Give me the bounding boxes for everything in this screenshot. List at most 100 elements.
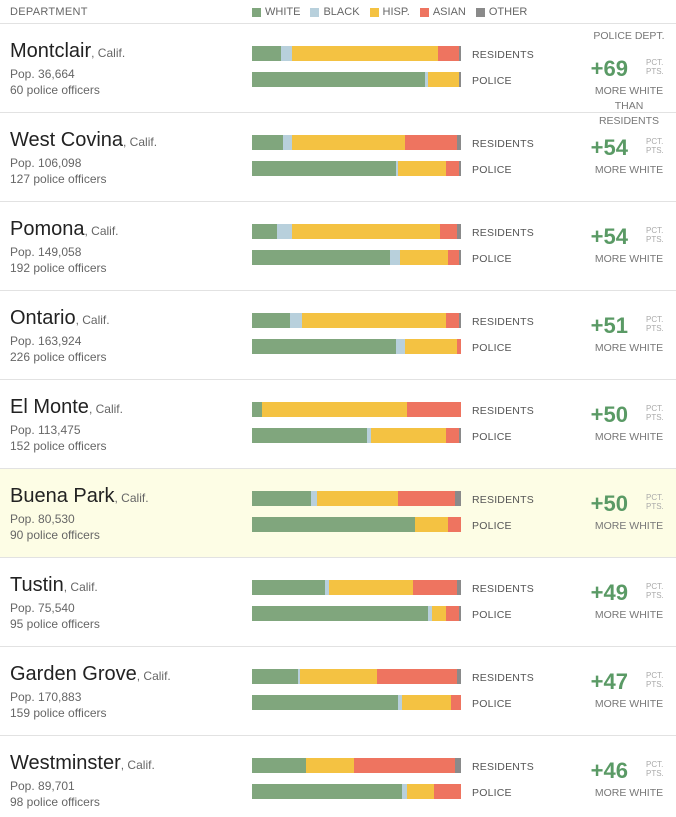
bar-segment-white [252,758,307,773]
header: DEPARTMENT WHITE BLACK HISP. ASIAN OTHER [0,0,676,24]
difference-block: +54 PCT. PTS. MORE WHITE [584,202,676,291]
more-white-label: MORE WHITE [594,609,664,621]
difference-value: +50 [590,491,628,516]
pct-pts-label: PCT. PTS. [646,493,664,511]
legend-item-black: BLACK [310,6,360,18]
residents-bar [252,135,461,150]
city-state: , Calif. [123,135,158,149]
residents-label: RESIDENTS [472,227,534,239]
more-white-label: MORE WHITE [594,698,664,710]
officer-count: 127 police officers [10,172,107,186]
legend-item-hispanic: HISP. [369,6,410,18]
city-name: Garden Grove [10,663,137,685]
bar-segment-white [252,491,311,506]
difference-value: +47 [590,669,628,694]
legend-label-asian: ASIAN [432,6,466,18]
police-dept-label: POLICE DEPT. [593,30,665,42]
pts-label: PTS. [646,235,664,244]
bar-segment-hispanic [262,402,407,417]
pts-label: PTS. [646,67,664,76]
bar-segment-black [289,313,303,328]
officer-count: 192 police officers [10,261,107,275]
police-label: POLICE [472,698,512,710]
bar-segment-asian [354,758,455,773]
difference-block: +50 PCT. PTS. MORE WHITE [584,469,676,558]
residents-label: RESIDENTS [472,138,534,150]
city-line: Garden Grove, Calif. [10,663,171,686]
department-row: Garden Grove, Calif. Pop. 170,883 159 poli… [0,647,676,736]
department-row: West Covina, Calif. Pop. 106,098 127 polic… [0,113,676,202]
pts-label: PTS. [646,324,664,333]
bar-segment-hispanic [402,695,451,710]
city-state: , Calif. [120,758,155,772]
legend-item-other: OTHER [475,6,527,18]
bar-segment-asian [448,517,461,532]
pts-label: PTS. [646,680,664,689]
department-row: Westminster, Calif. Pop. 89,701 98 police … [0,736,676,817]
difference-value: +69 [590,56,628,81]
city-line: Ontario, Calif. [10,307,110,330]
bar-segment-black [402,784,407,799]
more-white-label: MORE WHITE [594,431,664,443]
department-row: El Monte, Calif. Pop. 113,475 152 police o… [0,380,676,469]
bar-segment-white [252,72,426,87]
police-bar [252,339,461,354]
legend-item-asian: ASIAN [419,6,466,18]
pct-label: PCT. [646,671,664,680]
difference-value: +54 [590,224,628,249]
police-bar [252,72,461,87]
difference-block: +46 PCT. PTS. MORE WHITE [584,736,676,817]
department-row: Ontario, Calif. Pop. 163,924 226 police of… [0,291,676,380]
population: Pop. 89,701 [10,779,75,793]
bar-segment-white [252,784,403,799]
bar-segment-white [252,161,397,176]
police-bar [252,161,461,176]
city-state: , Calif. [114,491,149,505]
more-white-label: MORE WHITE [594,164,664,176]
pct-pts-label: PCT. PTS. [646,137,664,155]
bar-segment-white [252,428,367,443]
bar-segment-black [425,72,428,87]
bar-segment-black [310,491,317,506]
bar-segment-hispanic [400,250,449,265]
population: Pop. 80,530 [10,512,75,526]
bar-segment-white [252,695,399,710]
police-label: POLICE [472,520,512,532]
bar-segment-white [252,250,390,265]
bar-segment-hispanic [316,491,399,506]
residents-bar [252,491,461,506]
residents-label: RESIDENTS [472,761,534,773]
difference-block: +54 PCT. PTS. MORE WHITE [584,113,676,202]
bar-segment-hispanic [431,606,447,621]
bar-segment-white [252,224,278,239]
bar-segment-other [456,224,461,239]
bar-segment-asian [448,250,459,265]
bar-segment-asian [377,669,457,684]
city-name: Westminster [10,752,121,774]
population: Pop. 36,664 [10,67,75,81]
police-bar [252,517,461,532]
bar-segment-hispanic [302,313,447,328]
bar-segment-black [281,46,292,61]
bar-segment-asian [450,695,461,710]
pct-label: PCT. [646,404,664,413]
bar-segment-black [277,224,292,239]
population: Pop. 113,475 [10,423,81,437]
bar-segment-asian [456,339,461,354]
pct-label: PCT. [646,137,664,146]
difference-line: +50 PCT. PTS. [584,401,664,429]
population: Pop. 170,883 [10,690,82,704]
bar-segment-other [458,428,461,443]
city-name: Ontario [10,307,76,329]
bar-segment-asian [412,580,457,595]
bar-segment-hispanic [291,135,405,150]
pct-label: PCT. [646,760,664,769]
bar-segment-other [454,758,461,773]
difference-line: +49 PCT. PTS. [584,579,664,607]
bar-segment-other [454,491,461,506]
difference-line: +69 PCT. PTS. [584,55,664,83]
bar-segment-other [456,669,461,684]
difference-block: +47 PCT. PTS. MORE WHITE [584,647,676,736]
officer-count: 159 police officers [10,706,107,720]
